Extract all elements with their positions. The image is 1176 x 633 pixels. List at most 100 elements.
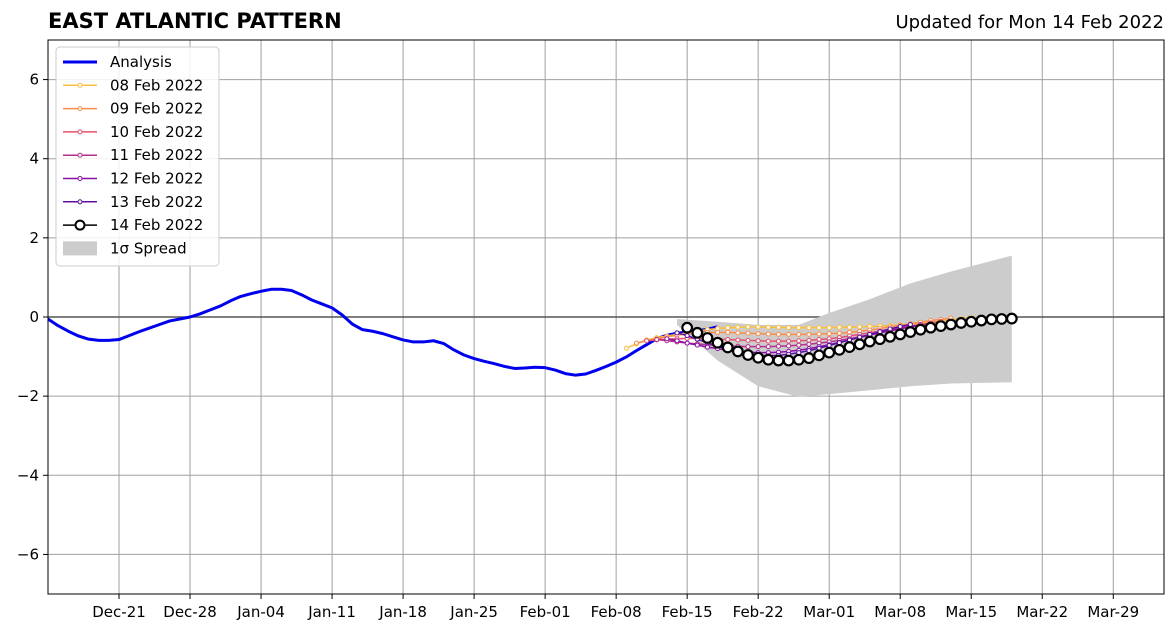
legend-entry: 13 Feb 2022 (63, 193, 203, 211)
forecast-point (755, 331, 761, 337)
forecast-point (806, 325, 812, 331)
forecast-point (904, 326, 917, 338)
legend-label: Analysis (110, 53, 172, 71)
forecast-point (792, 353, 805, 366)
legend-entry: 08 Feb 2022 (63, 76, 203, 94)
x-tick-label: Feb-15 (662, 603, 713, 621)
y-tick-label: −4 (17, 466, 39, 484)
x-tick-label: Mar-22 (1016, 603, 1068, 621)
x-tick-label: Feb-08 (591, 603, 642, 621)
y-tick-label: 2 (29, 229, 39, 247)
forecast-point (806, 331, 812, 337)
forecast-point (975, 314, 988, 327)
forecast-point (813, 349, 825, 362)
forecast-point (765, 338, 771, 344)
forecast-point (704, 344, 710, 350)
forecast-point (765, 331, 771, 337)
forecast-point (745, 337, 751, 343)
x-tick-label: Jan-11 (307, 603, 356, 621)
forecast-point (674, 330, 680, 336)
forecast-point (806, 337, 812, 343)
forecast-point (725, 337, 731, 343)
forecast-point (894, 328, 907, 341)
forecast-point (772, 354, 785, 367)
legend-label: 14 Feb 2022 (110, 216, 203, 234)
forecast-point (786, 343, 792, 349)
legend-entry: 12 Feb 2022 (63, 170, 203, 188)
legend-entry: 1σ Spread (63, 239, 187, 257)
forecast-point (924, 321, 937, 334)
forecast-point (755, 338, 761, 344)
analysis-line (47, 287, 718, 377)
forecast-point (955, 317, 967, 329)
forecast-point (796, 342, 802, 348)
forecast-point (694, 342, 700, 348)
forecast-point (735, 337, 741, 343)
forecast-point (715, 329, 721, 335)
forecast-point (644, 338, 650, 344)
forecast-point (836, 330, 842, 336)
legend-marker (77, 152, 83, 158)
forecast-point (806, 348, 812, 354)
legend-label: 12 Feb 2022 (110, 170, 203, 188)
forecast-point (715, 325, 721, 331)
forecast-point (836, 324, 842, 330)
legend-marker (77, 82, 83, 88)
legend-marker (74, 219, 86, 231)
forecast-point (907, 322, 913, 328)
forecast-point (745, 324, 751, 330)
legend-entry: 09 Feb 2022 (63, 100, 203, 118)
forecast-point (796, 325, 802, 331)
legend-entry: 11 Feb 2022 (63, 146, 203, 164)
forecast-point (1005, 312, 1018, 325)
legend-entry: 10 Feb 2022 (63, 123, 203, 141)
forecast-point (806, 341, 812, 347)
forecast-point (846, 324, 852, 330)
forecast-point (735, 330, 741, 336)
chart-title: EAST ATLANTIC PATTERN (48, 9, 342, 33)
forecast-point (752, 351, 765, 364)
forecast-point (945, 318, 957, 331)
forecast-point (887, 326, 893, 332)
legend-marker (77, 199, 83, 205)
legend-label: 11 Feb 2022 (110, 146, 203, 164)
forecast-point (796, 331, 802, 337)
forecast-point (684, 333, 690, 339)
forecast-point (914, 323, 927, 336)
legend-label: 1σ Spread (110, 239, 187, 257)
legend-swatch (63, 241, 97, 256)
forecast-point (995, 313, 1008, 325)
forecast-point (985, 313, 998, 326)
legend-marker (77, 129, 83, 135)
forecast-point (897, 323, 903, 329)
forecast-point (664, 336, 670, 342)
forecast-point (877, 329, 883, 335)
forecast-point (775, 324, 781, 330)
forecast-point (765, 344, 771, 350)
forecast-point (786, 331, 792, 337)
y-tick-label: 6 (29, 71, 39, 89)
forecast-point (786, 338, 792, 344)
forecast-point (965, 315, 978, 328)
y-axis-ticks: 6 4 2 0 −2 −4 −6 (17, 71, 48, 563)
forecast-series (623, 312, 1018, 367)
forecast-point (725, 329, 731, 335)
forecast-point (843, 341, 856, 353)
x-tick-label: Dec-21 (92, 603, 146, 621)
forecast-point (863, 335, 876, 348)
forecast-point (674, 338, 680, 344)
forecast-point (684, 340, 690, 346)
forecast-point (853, 338, 866, 351)
y-tick-label: 0 (29, 308, 39, 326)
x-tick-label: Mar-08 (874, 603, 926, 621)
forecast-point (701, 332, 714, 344)
legend-label: 10 Feb 2022 (110, 123, 203, 141)
forecast-point (731, 345, 744, 358)
forecast-point (745, 344, 751, 350)
forecast-point (833, 343, 846, 356)
forecast-point (755, 344, 761, 350)
forecast-point (762, 353, 775, 366)
forecast-point (775, 338, 781, 344)
forecast-point (755, 324, 761, 330)
forecast-point (633, 340, 639, 346)
